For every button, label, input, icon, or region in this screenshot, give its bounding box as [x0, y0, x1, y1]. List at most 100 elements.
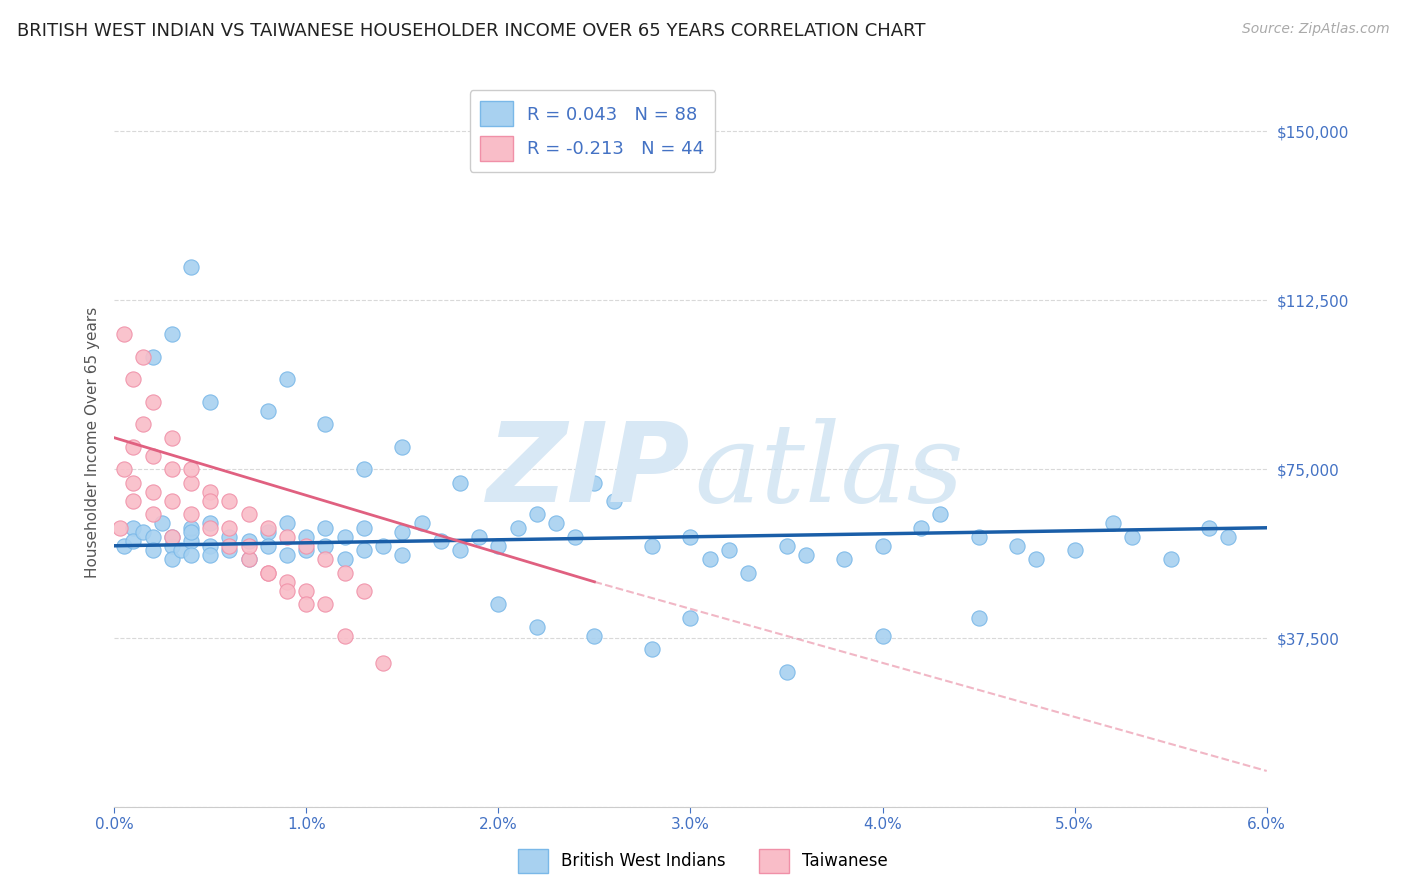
Point: [238, 552, 260, 566]
Text: Source: ZipAtlas.com: Source: ZipAtlas.com: [1241, 22, 1389, 37]
Point: [238, 552, 260, 566]
Point: [122, 440, 145, 454]
Point: [122, 493, 145, 508]
Point: [775, 539, 797, 553]
Point: [1160, 552, 1182, 566]
Point: [257, 525, 280, 540]
Point: [218, 493, 240, 508]
Point: [180, 475, 202, 490]
Point: [257, 403, 280, 417]
Y-axis label: Householder Income Over 65 years: Householder Income Over 65 years: [86, 307, 100, 578]
Point: [486, 539, 509, 553]
Point: [583, 475, 606, 490]
Point: [602, 493, 624, 508]
Point: [160, 431, 183, 445]
Point: [1198, 521, 1220, 535]
Point: [200, 521, 222, 535]
Point: [371, 539, 394, 553]
Point: [449, 475, 471, 490]
Point: [132, 417, 155, 432]
Legend: British West Indians, Taiwanese: British West Indians, Taiwanese: [512, 842, 894, 880]
Point: [353, 521, 375, 535]
Point: [122, 372, 145, 386]
Point: [160, 493, 183, 508]
Point: [967, 530, 990, 544]
Point: [160, 462, 183, 476]
Point: [1102, 516, 1125, 531]
Text: atlas: atlas: [695, 417, 963, 525]
Point: [717, 543, 740, 558]
Point: [391, 548, 413, 562]
Point: [108, 521, 131, 535]
Point: [276, 583, 298, 598]
Point: [132, 525, 155, 540]
Point: [122, 521, 145, 535]
Point: [1005, 539, 1028, 553]
Point: [112, 327, 135, 342]
Point: [872, 629, 894, 643]
Point: [180, 462, 202, 476]
Point: [200, 516, 222, 531]
Point: [314, 521, 336, 535]
Point: [641, 539, 664, 553]
Point: [112, 539, 135, 553]
Point: [122, 475, 145, 490]
Point: [429, 534, 451, 549]
Point: [160, 530, 183, 544]
Point: [411, 516, 433, 531]
Point: [180, 525, 202, 540]
Point: [564, 530, 586, 544]
Point: [295, 530, 318, 544]
Point: [150, 516, 173, 531]
Point: [257, 566, 280, 580]
Point: [314, 417, 336, 432]
Point: [257, 566, 280, 580]
Point: [333, 629, 356, 643]
Point: [391, 440, 413, 454]
Point: [641, 642, 664, 657]
Point: [276, 548, 298, 562]
Point: [238, 508, 260, 522]
Point: [486, 598, 509, 612]
Point: [314, 598, 336, 612]
Point: [391, 525, 413, 540]
Point: [353, 583, 375, 598]
Point: [200, 484, 222, 499]
Point: [910, 521, 932, 535]
Point: [218, 539, 240, 553]
Point: [872, 539, 894, 553]
Point: [180, 508, 202, 522]
Point: [775, 665, 797, 679]
Point: [295, 583, 318, 598]
Point: [180, 260, 202, 274]
Point: [737, 566, 759, 580]
Point: [526, 508, 548, 522]
Point: [295, 543, 318, 558]
Point: [333, 566, 356, 580]
Point: [276, 574, 298, 589]
Point: [468, 530, 491, 544]
Point: [142, 350, 165, 364]
Point: [794, 548, 817, 562]
Point: [112, 462, 135, 476]
Point: [276, 372, 298, 386]
Point: [526, 620, 548, 634]
Point: [276, 516, 298, 531]
Point: [218, 521, 240, 535]
Point: [238, 539, 260, 553]
Point: [699, 552, 721, 566]
Point: [276, 530, 298, 544]
Point: [200, 394, 222, 409]
Point: [180, 534, 202, 549]
Point: [160, 539, 183, 553]
Point: [544, 516, 567, 531]
Point: [142, 484, 165, 499]
Point: [180, 521, 202, 535]
Point: [132, 350, 155, 364]
Point: [1121, 530, 1143, 544]
Point: [314, 552, 336, 566]
Point: [142, 543, 165, 558]
Point: [1025, 552, 1047, 566]
Point: [142, 530, 165, 544]
Point: [200, 548, 222, 562]
